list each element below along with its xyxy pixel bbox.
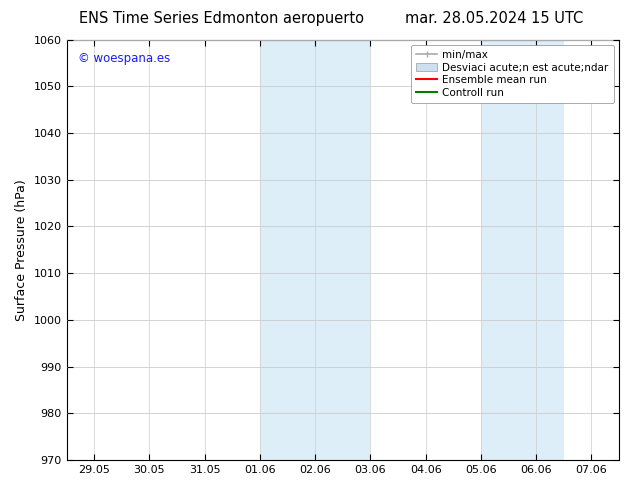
Text: ENS Time Series Edmonton aeropuerto: ENS Time Series Edmonton aeropuerto (79, 11, 365, 26)
Legend: min/max, Desviaci acute;n est acute;ndar, Ensemble mean run, Controll run: min/max, Desviaci acute;n est acute;ndar… (411, 45, 614, 103)
Y-axis label: Surface Pressure (hPa): Surface Pressure (hPa) (15, 179, 28, 321)
Bar (260, 40, 370, 460)
Bar (481, 40, 564, 460)
Text: mar. 28.05.2024 15 UTC: mar. 28.05.2024 15 UTC (405, 11, 584, 26)
Text: © woespana.es: © woespana.es (77, 52, 170, 65)
